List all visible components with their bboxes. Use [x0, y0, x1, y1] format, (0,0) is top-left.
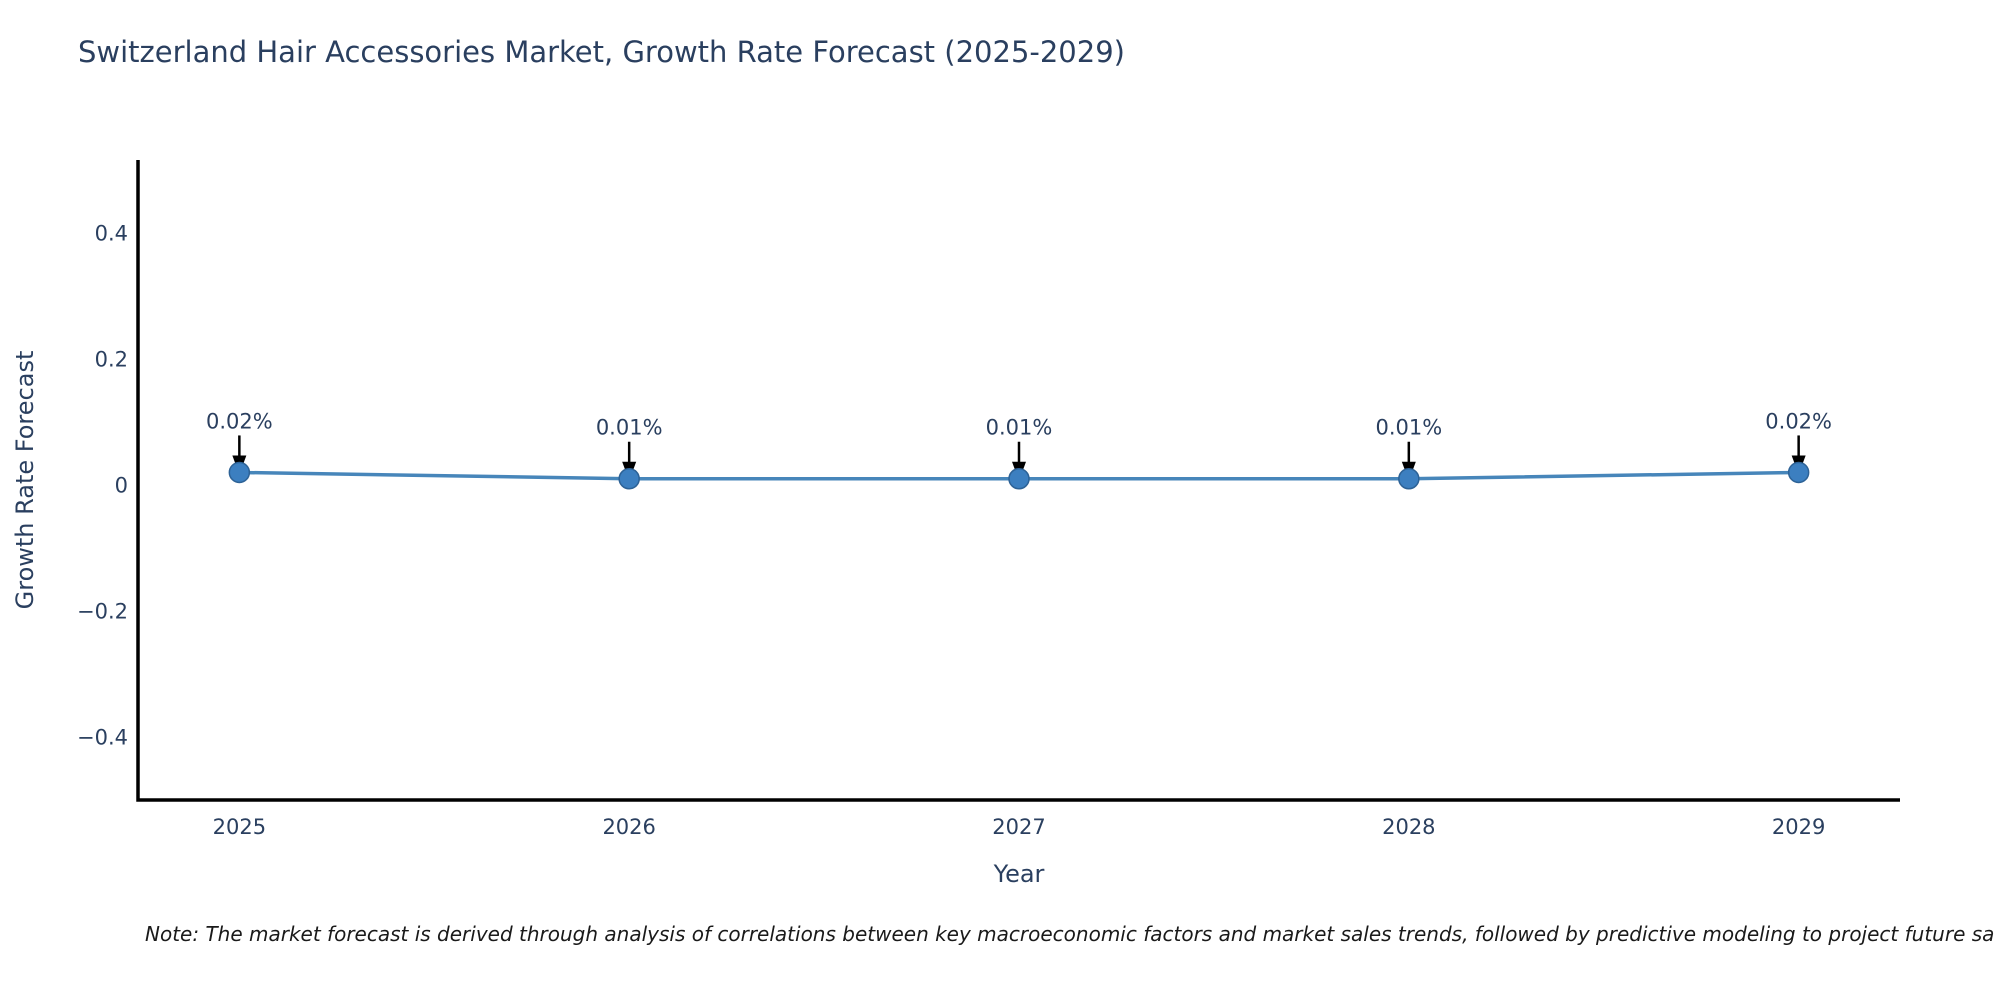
- y-tick-label: 0.4: [95, 222, 128, 246]
- x-tick-label: 2028: [1382, 815, 1435, 839]
- x-tick-label: 2026: [602, 815, 655, 839]
- y-tick-label: 0: [115, 474, 128, 498]
- y-tick-label: −0.4: [77, 726, 128, 750]
- data-point-marker: [1008, 467, 1030, 490]
- x-tick-label: 2029: [1772, 815, 1825, 839]
- data-point-marker: [618, 467, 640, 490]
- x-axis-title: Year: [993, 860, 1045, 888]
- point-annotation-label: 0.02%: [1765, 409, 1832, 433]
- footnote-text: Note: The market forecast is derived thr…: [145, 922, 1995, 946]
- y-tick-label: −0.2: [77, 600, 128, 624]
- data-point-marker: [1398, 467, 1420, 490]
- x-tick-label: 2027: [992, 815, 1045, 839]
- point-annotation-label: 0.01%: [986, 416, 1053, 440]
- point-annotation-label: 0.01%: [1375, 416, 1442, 440]
- y-axis-title: Growth Rate Forecast: [11, 350, 39, 610]
- y-tick-label: 0.2: [95, 348, 128, 372]
- data-point-marker: [1787, 461, 1810, 484]
- point-annotation-label: 0.01%: [596, 416, 663, 440]
- chart-title: Switzerland Hair Accessories Market, Gro…: [78, 35, 1125, 69]
- data-point-marker: [228, 461, 251, 484]
- axis-lines: [136, 160, 1900, 802]
- x-tick-label: 2025: [213, 815, 266, 839]
- point-annotation-label: 0.02%: [206, 409, 273, 433]
